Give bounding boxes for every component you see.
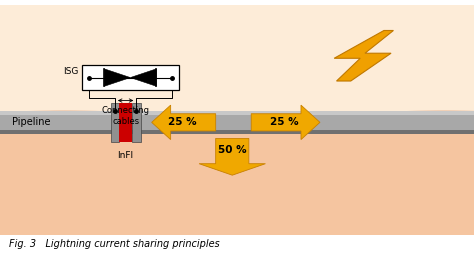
Bar — [119, 103, 132, 142]
Polygon shape — [104, 69, 130, 86]
Text: 25 %: 25 % — [168, 117, 197, 127]
Bar — [132, 103, 141, 142]
FancyArrow shape — [199, 138, 265, 175]
Bar — [110, 103, 119, 142]
Polygon shape — [130, 69, 156, 86]
Polygon shape — [334, 31, 393, 81]
Text: Pipeline: Pipeline — [12, 117, 50, 127]
Text: ISG: ISG — [63, 67, 78, 76]
Bar — [0, 5, 474, 115]
FancyArrow shape — [152, 105, 216, 140]
Text: Fig. 3   Lightning current sharing principles: Fig. 3 Lightning current sharing princip… — [9, 239, 220, 249]
FancyArrow shape — [251, 105, 320, 140]
FancyBboxPatch shape — [82, 66, 179, 90]
Text: 25 %: 25 % — [270, 117, 299, 127]
Bar — [0, 130, 474, 134]
Bar — [0, 115, 474, 130]
Text: Connecting
cables: Connecting cables — [101, 106, 150, 126]
Bar — [0, 111, 474, 115]
Text: 50 %: 50 % — [218, 145, 246, 155]
Bar — [0, 115, 474, 235]
Text: InFl: InFl — [118, 151, 134, 160]
